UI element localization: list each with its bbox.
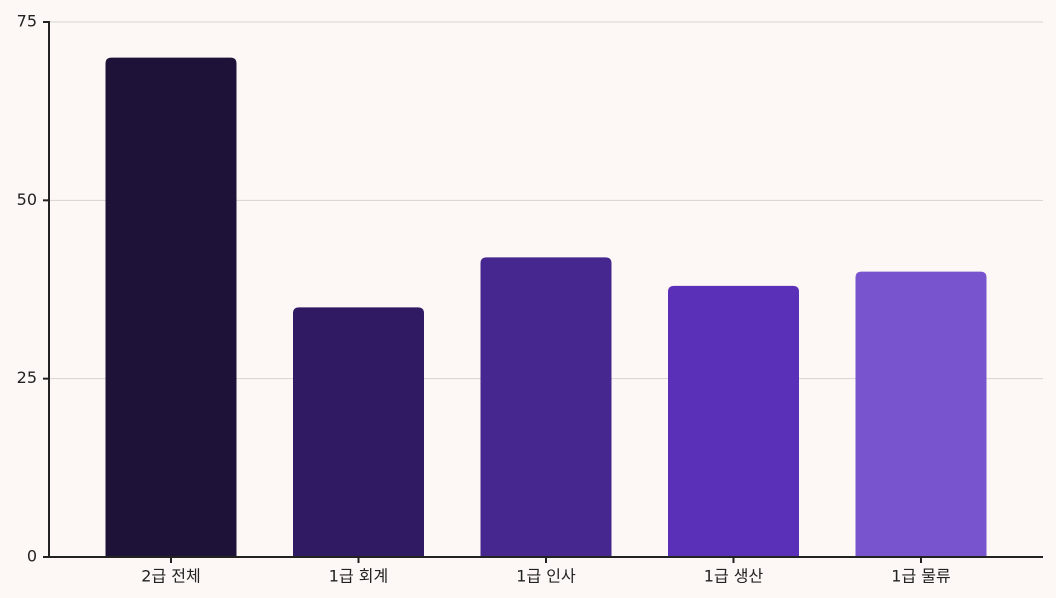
x-tick-label: 2급 전체 (141, 567, 200, 586)
bar (293, 307, 424, 557)
bar (855, 271, 987, 557)
bar (105, 57, 237, 558)
y-tick-label: 75 (17, 12, 37, 31)
x-tick-label: 1급 회계 (329, 567, 388, 586)
bar (480, 257, 612, 557)
y-tick-label: 25 (17, 368, 37, 387)
x-tick-label: 1급 인사 (516, 567, 576, 586)
y-tick-label: 50 (17, 190, 37, 209)
bar (668, 285, 799, 557)
x-tick-label: 1급 물류 (891, 567, 950, 586)
y-tick-label: 0 (27, 547, 37, 566)
x-tick-label: 1급 생산 (704, 567, 764, 586)
